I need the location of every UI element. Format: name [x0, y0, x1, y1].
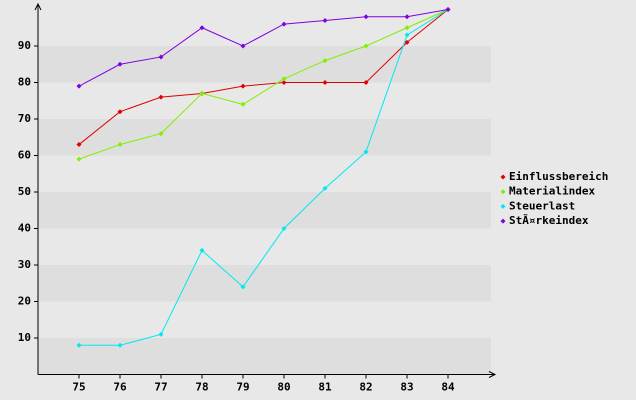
point [240, 83, 246, 89]
y-tick-label: 20 [18, 295, 31, 308]
legend-label: Einflussbereich [509, 170, 608, 183]
legend-marker [500, 189, 506, 195]
x-tick-label: 76 [113, 381, 127, 394]
point [404, 25, 410, 31]
y-tick-label: 50 [18, 185, 31, 198]
x-axis-arrow [488, 371, 497, 378]
point [240, 43, 246, 49]
point [322, 58, 328, 64]
point [240, 284, 246, 290]
point [158, 54, 164, 60]
x-tick-label: 77 [154, 381, 167, 394]
point [76, 142, 82, 148]
point [404, 14, 410, 20]
legend-marker [500, 174, 506, 180]
point [199, 90, 205, 96]
point [322, 80, 328, 85]
x-tick-label: 80 [277, 381, 290, 394]
point [76, 342, 82, 348]
legend-marker [500, 203, 506, 209]
x-tick-label: 79 [236, 381, 249, 394]
x-tick-label: 81 [318, 381, 332, 394]
grid-band [38, 46, 491, 83]
x-tick-label: 82 [359, 381, 372, 394]
point [117, 109, 123, 115]
point [363, 43, 369, 49]
series-line [78, 9, 449, 160]
legend-label: Steuerlast [509, 199, 575, 212]
y-tick-label: 30 [18, 258, 31, 271]
y-tick-label: 10 [18, 331, 31, 344]
y-tick-label: 90 [18, 39, 31, 52]
point [281, 80, 287, 85]
point [199, 247, 205, 253]
y-tick-label: 80 [18, 76, 31, 89]
point [322, 185, 328, 191]
grid-band [38, 9, 491, 46]
grid-band [38, 82, 491, 119]
y-tick-label: 60 [18, 149, 31, 162]
point [76, 156, 82, 162]
grid-band [38, 228, 491, 265]
grid-band [38, 192, 491, 229]
point [363, 149, 369, 155]
series-line [78, 9, 449, 145]
grid-band [38, 155, 491, 192]
grid-band [38, 265, 491, 302]
series-line [79, 9, 449, 346]
x-tick-label: 83 [400, 381, 413, 394]
point [281, 21, 287, 27]
point [158, 331, 164, 337]
legend-label: StÃ¤rkeindex [509, 214, 589, 227]
point [158, 94, 164, 100]
grid-band [38, 338, 491, 375]
point [404, 39, 410, 45]
grid-band [38, 301, 491, 338]
point [117, 342, 123, 348]
legend-label: Materialindex [509, 185, 595, 198]
legend-marker [500, 218, 506, 224]
point [322, 17, 328, 23]
point [76, 83, 82, 89]
point [281, 76, 287, 82]
y-tick-label: 70 [18, 112, 31, 125]
x-tick-label: 75 [72, 381, 85, 394]
x-tick-label: 78 [195, 381, 208, 394]
y-axis-arrow [34, 2, 42, 11]
y-tick-label: 40 [18, 222, 31, 235]
point [240, 101, 246, 107]
point [363, 80, 369, 85]
point [117, 61, 123, 67]
series-line [78, 9, 449, 87]
point [404, 32, 410, 38]
point [158, 131, 164, 137]
point [363, 14, 369, 20]
point [445, 7, 451, 12]
point [199, 25, 205, 31]
grid-band [38, 119, 491, 156]
x-tick-label: 84 [441, 381, 455, 394]
point [117, 142, 123, 148]
point [281, 226, 287, 231]
